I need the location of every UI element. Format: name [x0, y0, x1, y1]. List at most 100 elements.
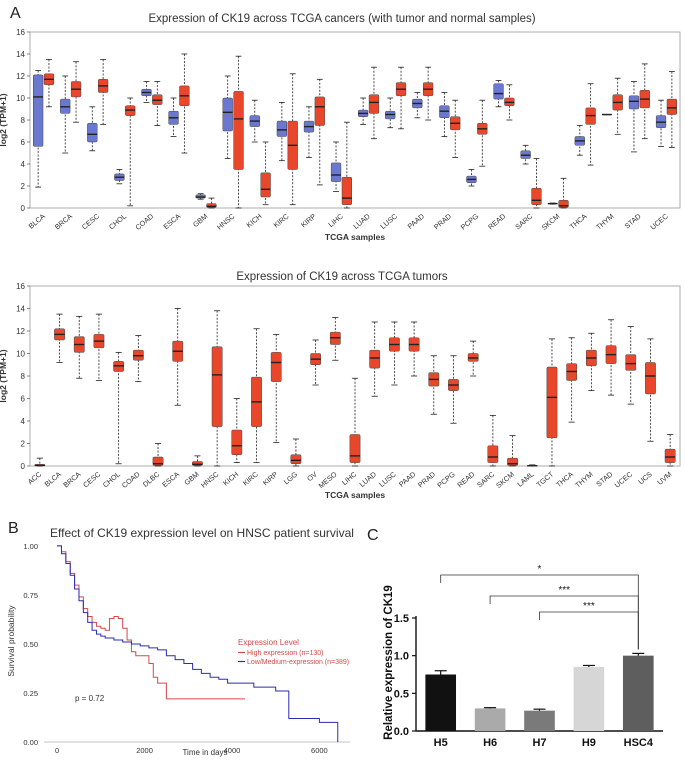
- bar-h7: [524, 710, 555, 731]
- legend-title: Expression Level: [238, 638, 299, 647]
- bar-h9: [573, 666, 605, 731]
- x-tick-label: BRCA: [53, 212, 74, 232]
- x-tick-label: H9: [582, 737, 596, 749]
- y-tick-label: 8: [21, 116, 26, 125]
- chart1-title: Expression of CK19 across TCGA cancers (…: [148, 13, 535, 25]
- x-tick-label: PRAD: [432, 212, 453, 232]
- chart3-plot: 0.00 0.25 0.50 0.75 1.00 0 2000 4000 6000 Time in…: [6, 542, 350, 757]
- box-hnsc: [222, 97, 233, 132]
- x-tick-label: ESCA: [160, 470, 181, 490]
- box-kirp: [314, 96, 325, 126]
- x-tick-label: 0: [55, 746, 59, 755]
- significance-label: ***: [583, 601, 595, 612]
- x-tick-label: THCA: [554, 470, 575, 490]
- box-lihc: [341, 176, 352, 205]
- x-tick-label: 2000: [136, 746, 153, 755]
- p-value: p = 0.72: [75, 694, 105, 703]
- box-kirp: [270, 352, 282, 382]
- y-axis-title: log2 (TPM+1): [0, 349, 8, 402]
- significance-label: *: [538, 564, 542, 575]
- box-luad: [368, 94, 380, 114]
- x-tick-label: READ: [455, 470, 476, 490]
- x-tick-label: LIHC: [326, 212, 344, 229]
- plot-frame: [29, 31, 681, 209]
- x-tick-label: H7: [532, 737, 546, 749]
- box-blca: [33, 74, 44, 147]
- box-lgg: [290, 454, 302, 464]
- x-tick-label: KIRC: [241, 470, 260, 488]
- y-tick-label: 6: [21, 138, 26, 147]
- y-tick-label: 8: [21, 372, 26, 381]
- significance-label: ***: [558, 585, 570, 596]
- x-tick-label: HNSC: [215, 212, 236, 232]
- y-axis-title: Relative expression of CK19: [383, 585, 395, 740]
- y-tick-label: 0: [21, 462, 26, 471]
- box-stad: [628, 95, 640, 110]
- x-tick-label: LAML: [515, 470, 535, 489]
- x-tick-label: UCEC: [613, 470, 634, 490]
- panel-a-label: A: [10, 5, 21, 22]
- box-ucec: [625, 354, 637, 371]
- box-ucec: [666, 98, 677, 115]
- significance-bracket: [489, 595, 639, 650]
- x-tick-label: TGCT: [534, 469, 555, 489]
- bar-h6: [474, 708, 506, 731]
- x-tick-label: PCPG: [435, 469, 457, 489]
- x-tick-label: BLCA: [27, 212, 47, 231]
- x-tick-label: UCS: [636, 470, 654, 487]
- x-tick-label: THCA: [568, 212, 589, 232]
- x-tick-label: KIRP: [299, 212, 318, 230]
- x-tick-label: CESC: [80, 212, 101, 232]
- survival-curve-low: [57, 545, 339, 742]
- box-read: [493, 83, 504, 100]
- box-cesc: [87, 123, 98, 143]
- x-tick-label: PAAD: [397, 470, 417, 489]
- x-tick-label: UCEC: [648, 212, 669, 232]
- y-tick-label: 10: [16, 350, 25, 359]
- x-tick-label: COAD: [120, 470, 142, 490]
- x-tick-label: CESC: [81, 470, 102, 490]
- box-kich: [260, 172, 271, 198]
- x-tick-label: KICH: [221, 470, 240, 488]
- box-tgct: [546, 366, 558, 439]
- x-tick-label: SKCM: [494, 470, 516, 490]
- y-tick-label: 0.0: [394, 726, 409, 738]
- box-uvm: [664, 448, 676, 463]
- x-tick-label: ESCA: [161, 212, 182, 232]
- x-tick-label: STAD: [594, 470, 614, 489]
- x-tick-label: H6: [483, 737, 497, 749]
- y-tick-label: 4: [21, 160, 26, 169]
- bar-hsc4: [622, 655, 654, 731]
- y-tick-label: 1.00: [23, 542, 38, 551]
- x-tick-label: PRAD: [416, 470, 437, 490]
- x-tick-label: H5: [434, 737, 448, 749]
- y-tick-label: 16: [16, 28, 25, 37]
- box-lihc: [349, 434, 361, 463]
- y-tick-label: 2: [21, 182, 26, 191]
- y-tick-label: 2: [21, 440, 26, 449]
- box-kirc: [276, 120, 287, 137]
- legend-label: Low/Medium-expression (n=389): [247, 659, 349, 666]
- x-axis-title: TCGA samples: [325, 232, 385, 242]
- x-tick-label: MESO: [317, 469, 339, 490]
- x-tick-label: SARC: [513, 212, 534, 232]
- y-tick-label: 1.5: [394, 613, 409, 625]
- box-hnsc: [233, 91, 244, 170]
- y-tick-label: 16: [16, 282, 25, 291]
- y-tick-label: 0.5: [394, 688, 409, 700]
- x-tick-label: KICH: [245, 212, 264, 230]
- box-ucs: [645, 362, 656, 395]
- y-tick-label: 12: [16, 72, 25, 81]
- y-tick-label: 0.25: [23, 689, 38, 698]
- x-tick-label: PAAD: [406, 212, 426, 231]
- x-tick-label: READ: [486, 212, 507, 232]
- y-tick-label: 14: [16, 305, 25, 314]
- y-axis-title: log2 (TPM+1): [0, 93, 8, 146]
- x-tick-label: SARC: [475, 470, 496, 490]
- x-tick-label: CHOL: [101, 470, 122, 490]
- x-tick-label: UVM: [655, 470, 673, 487]
- panel-b-label: B: [8, 520, 19, 537]
- x-tick-label: KIRC: [272, 212, 291, 230]
